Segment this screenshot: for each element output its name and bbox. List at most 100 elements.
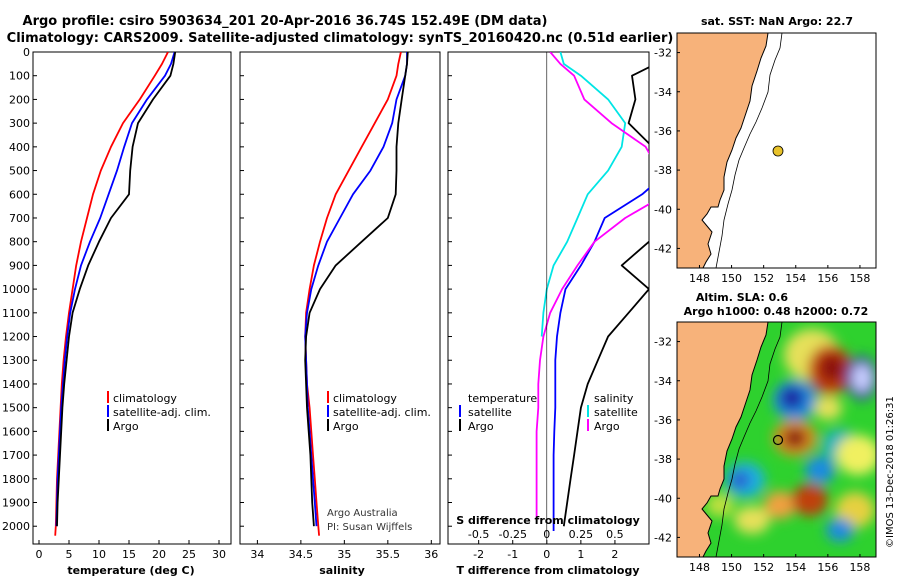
depth-tick-label: 1900	[2, 497, 30, 510]
lat-tick-label: -40	[654, 492, 672, 505]
depth-tick-label: 900	[9, 259, 30, 272]
sla-title-line-2: Argo h1000: 0.48 h2000: 0.72	[684, 305, 869, 318]
lat-tick-label: -32	[654, 336, 672, 349]
lat-tick-label: -38	[654, 164, 672, 177]
series-line-climatology	[54, 52, 169, 536]
legend-swatch-s-satellite	[587, 405, 589, 417]
x-tick-label: 34	[250, 548, 264, 561]
temperature-axis-label: temperature (deg C)	[67, 564, 194, 577]
lon-tick-label: 148	[689, 561, 710, 574]
secondary-tick-label: 0.25	[569, 528, 594, 541]
x-tick-label: 15	[122, 548, 136, 561]
x-tick-label: 35	[337, 548, 351, 561]
depth-tick-label: 1300	[2, 354, 30, 367]
sla-anomaly	[783, 428, 807, 448]
difference-x-ticks: -2 -1 0 1 2	[473, 540, 618, 561]
legend-swatch-s-argo	[587, 419, 589, 431]
x-tick-label: 10	[92, 548, 106, 561]
sla-anomaly	[814, 396, 842, 420]
lat-tick-label: -36	[654, 414, 672, 427]
sst-map-frame	[676, 32, 877, 269]
t-difference-axis-label: T difference from climatology	[456, 564, 639, 577]
lon-tick-label: 152	[753, 561, 774, 574]
salinity-x-ticks: 34 34.5 35 35.5 36	[250, 540, 438, 561]
x-tick-label: 36	[424, 548, 438, 561]
series-line-s-satellite	[552, 187, 649, 531]
credit-line-1: Argo Australia	[327, 508, 398, 519]
x-tick-label: 1	[577, 548, 584, 561]
coastline-land	[677, 33, 769, 268]
lon-tick-label: 150	[721, 561, 742, 574]
lat-tick-label: -42	[654, 531, 672, 544]
sla-anomaly	[764, 491, 796, 519]
lon-tick-label: 154	[785, 561, 806, 574]
legend-label-argo: Argo	[113, 420, 139, 433]
legend-swatch-satellite	[107, 405, 109, 417]
lat-tick-label: -40	[654, 203, 672, 216]
lat-tick-label: -42	[654, 242, 672, 255]
lon-tick-label: 156	[817, 561, 838, 574]
argo-location-marker	[772, 434, 784, 446]
coastline-land	[677, 322, 769, 557]
sla-map-ticks: 148 150 152 154 156 158 -32 -34 -36 -38 -40 -42	[654, 336, 870, 574]
depth-axis-ticks: 0 100 200 300 400 500 600 700 800 900 1000 1100 1200…	[2, 46, 452, 533]
series-line-t-argo	[562, 66, 649, 527]
depth-tick-label: 800	[9, 236, 30, 249]
shelf-break-contour	[715, 322, 783, 557]
series-line-argo	[56, 52, 177, 527]
legend-swatch-t-satellite	[459, 405, 461, 417]
depth-tick-label: 1600	[2, 425, 30, 438]
x-tick-label: 5	[66, 548, 73, 561]
x-tick-label: -1	[507, 548, 518, 561]
title-line-2: Climatology: CARS2009. Satellite-adjuste…	[7, 31, 674, 46]
legend-label-climatology: climatology	[333, 392, 397, 405]
title-line-1: Argo profile: csiro 5903634_201 20-Apr-2…	[23, 14, 548, 29]
legend-swatch-argo	[107, 419, 109, 431]
sla-anomaly	[852, 364, 872, 392]
lon-tick-label: 150	[721, 272, 742, 285]
x-tick-label: 35.5	[376, 548, 401, 561]
x-tick-label: 30	[212, 548, 226, 561]
shelf-break-contour	[715, 33, 783, 268]
legend-label-satellite: satellite-adj. clim.	[333, 406, 431, 419]
series-line-s-argo	[535, 52, 649, 520]
temperature-legend: climatology satellite-adj. clim. Argo	[107, 391, 211, 433]
legend-swatch-climatology	[327, 391, 329, 403]
difference-profiles	[535, 52, 649, 544]
difference-legend-salinity: salinity satellite Argo	[587, 392, 638, 433]
salinity-axis-label: salinity	[319, 564, 365, 577]
lon-tick-label: 148	[689, 272, 710, 285]
x-tick-label: 2	[611, 548, 618, 561]
difference-legend-temperature: temperature satellite Argo	[459, 392, 537, 433]
salinity-legend: climatology satellite-adj. clim. Argo	[327, 391, 431, 433]
depth-tick-label: 700	[9, 212, 30, 225]
lon-tick-label: 156	[817, 272, 838, 285]
depth-tick-label: 400	[9, 141, 30, 154]
legend-label-satellite: satellite-adj. clim.	[113, 406, 211, 419]
legend-title-salinity: salinity	[594, 392, 634, 405]
salinity-difference-secondary-ticks: -0.5 -0.25 0 0.25 0.5	[468, 528, 624, 541]
depth-tick-label: 1200	[2, 331, 30, 344]
x-tick-label: 34.5	[289, 548, 314, 561]
s-difference-axis-label: S difference from climatology	[456, 514, 640, 527]
salinity-profiles	[304, 52, 409, 536]
legend-label-s-satellite: satellite	[594, 406, 638, 419]
legend-swatch-satellite	[327, 405, 329, 417]
depth-tick-label: 2000	[2, 520, 30, 533]
sla-anomaly	[826, 518, 854, 542]
x-tick-label: -2	[473, 548, 484, 561]
legend-swatch-argo	[327, 419, 329, 431]
series-line-satellite-adj-clim-	[55, 52, 176, 527]
sst-map	[677, 33, 876, 268]
legend-label-climatology: climatology	[113, 392, 177, 405]
secondary-tick-label: 0.5	[606, 528, 624, 541]
x-tick-label: 0	[543, 548, 550, 561]
temperature-x-ticks: 0 5 10 15 20 25 30	[36, 540, 226, 561]
argo-location-marker	[772, 145, 784, 157]
sst-map-ticks: 148 150 152 154 156 158 -32 -34 -36 -38 -40 -42	[654, 47, 870, 285]
lat-tick-label: -38	[654, 453, 672, 466]
sla-anomaly	[706, 493, 734, 517]
x-tick-label: 0	[36, 548, 43, 561]
depth-tick-label: 1800	[2, 473, 30, 486]
lat-tick-label: -32	[654, 47, 672, 60]
